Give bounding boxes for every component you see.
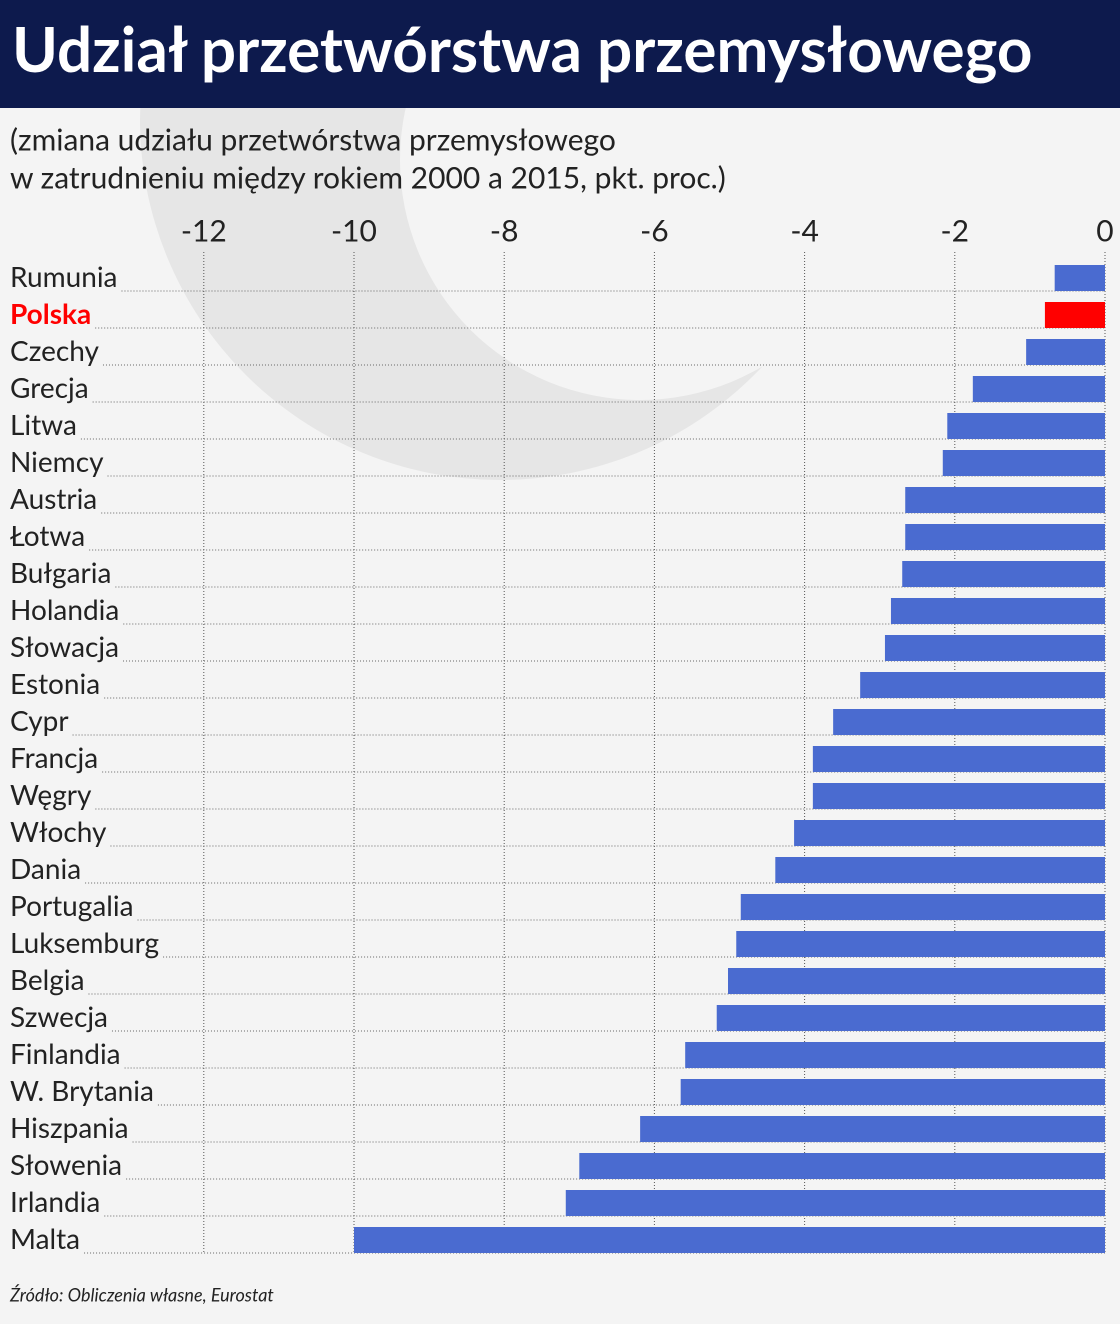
- bar: [812, 783, 1105, 809]
- bar: [884, 635, 1105, 661]
- y-tick-label: Węgry: [10, 777, 92, 811]
- bar: [905, 487, 1105, 513]
- y-tick-label: Polska: [10, 296, 91, 330]
- subtitle: (zmiana udziału przetwórstwa przemysłowe…: [10, 122, 616, 158]
- bar: [579, 1153, 1105, 1179]
- bar: [860, 672, 1105, 698]
- y-tick-label: Hiszpania: [10, 1110, 129, 1144]
- x-tick-label: -10: [331, 213, 377, 249]
- chart-title: Udział przetwórstwa przemysłowego: [12, 12, 1032, 86]
- y-tick-label: Szwecja: [10, 999, 108, 1033]
- x-tick-label: 0: [1096, 213, 1113, 249]
- y-tick-label: Rumunia: [10, 259, 117, 293]
- bar: [736, 931, 1105, 957]
- y-tick-label: Malta: [10, 1221, 80, 1255]
- y-tick-label: Włochy: [10, 814, 107, 848]
- x-tick-label: -2: [941, 213, 970, 249]
- bar: [890, 598, 1105, 624]
- y-tick-label: Dania: [10, 851, 81, 885]
- bar: [685, 1042, 1105, 1068]
- y-tick-label: Słowacja: [10, 629, 119, 663]
- bar: [947, 413, 1105, 439]
- bar: [716, 1005, 1105, 1031]
- y-tick-label: Łotwa: [10, 518, 85, 552]
- bar: [812, 746, 1105, 772]
- bar: [1026, 339, 1105, 365]
- y-tick-label: Belgia: [10, 962, 84, 996]
- bar: [775, 857, 1105, 883]
- x-tick-label: -12: [181, 213, 227, 249]
- y-tick-label: W. Brytania: [10, 1073, 154, 1107]
- y-tick-label: Cypr: [10, 703, 69, 737]
- x-tick-label: -4: [790, 213, 819, 249]
- header-band: [0, 0, 1120, 108]
- y-tick-label: Luksemburg: [10, 925, 159, 959]
- y-tick-label: Słowenia: [10, 1147, 122, 1181]
- bar: [727, 968, 1105, 994]
- y-tick-label: Bułgaria: [10, 555, 111, 589]
- y-tick-label: Niemcy: [10, 444, 104, 478]
- y-tick-label: Czechy: [10, 333, 100, 367]
- bar: [905, 524, 1105, 550]
- y-tick-label: Estonia: [10, 666, 100, 700]
- bar: [680, 1079, 1105, 1105]
- y-tick-label: Portugalia: [10, 888, 134, 922]
- y-tick-label: Austria: [10, 481, 97, 515]
- y-tick-label: Irlandia: [10, 1184, 100, 1218]
- x-tick-label: -8: [490, 213, 519, 249]
- y-tick-label: Holandia: [10, 592, 119, 626]
- x-tick-label: -6: [640, 213, 669, 249]
- bar: [902, 561, 1105, 587]
- y-tick-label: Litwa: [10, 407, 77, 441]
- bar: [565, 1190, 1105, 1216]
- source: Źródło: Obliczenia własne, Eurostat: [9, 1284, 274, 1306]
- bar: [972, 376, 1105, 402]
- bar: [640, 1116, 1105, 1142]
- bar: [1054, 265, 1105, 291]
- y-tick-label: Grecja: [10, 370, 89, 404]
- y-tick-label: Francja: [10, 740, 98, 774]
- bar: [740, 894, 1105, 920]
- y-tick-label: Finlandia: [10, 1036, 121, 1070]
- subtitle: w zatrudnieniu między rokiem 2000 a 2015…: [10, 160, 726, 196]
- bar: [833, 709, 1105, 735]
- bar: [354, 1227, 1105, 1253]
- bar: [794, 820, 1105, 846]
- bar: [942, 450, 1105, 476]
- bar: [1044, 302, 1105, 328]
